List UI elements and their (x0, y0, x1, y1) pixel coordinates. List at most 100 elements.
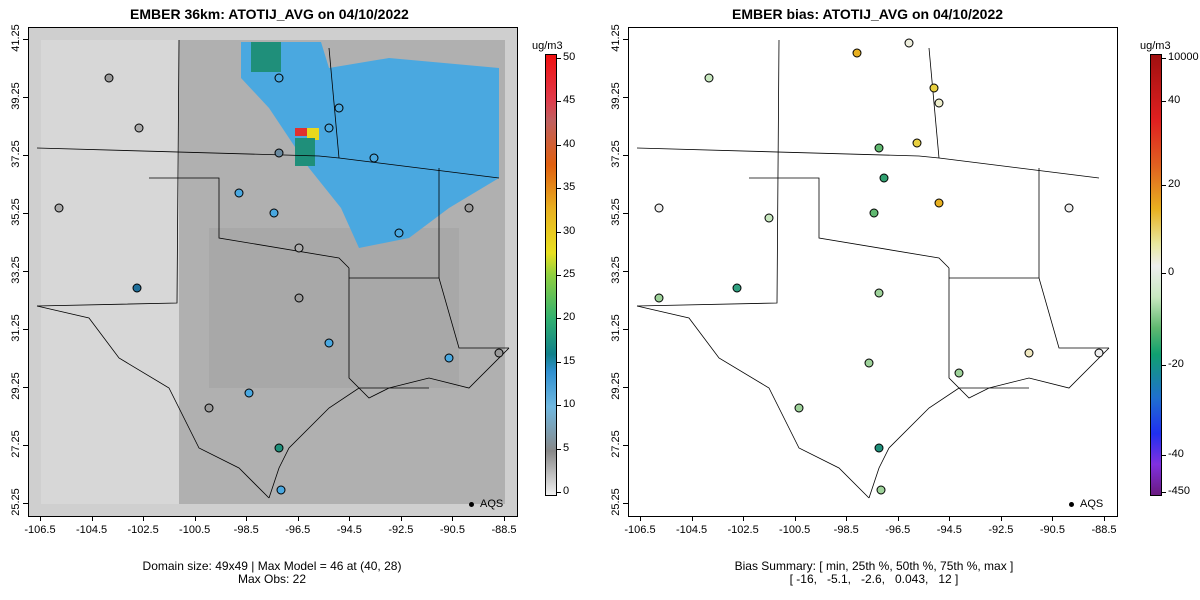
colorbar-tick-label: 45 (563, 94, 576, 107)
y-tick-mark (623, 503, 628, 504)
y-tick-label: 35.25 (10, 198, 22, 226)
colorbar-tick (557, 231, 561, 233)
colorbar-tick-label: 10000 (1168, 51, 1199, 63)
colorbar-tick-label: 30 (563, 224, 576, 237)
x-tick-label: -96.5 (885, 524, 911, 536)
y-tick-mark (623, 213, 628, 214)
left-map-plot: AQS (28, 27, 518, 517)
x-tick-label: -94.5 (336, 524, 362, 536)
x-tick-mark (297, 516, 299, 521)
colorbar-tick-label: 40 (563, 137, 576, 150)
right-colorbar-unit: ug/m3 (1140, 40, 1171, 52)
colorbar-tick-label: 25 (563, 268, 576, 280)
x-tick-label: -104.5 (75, 524, 108, 536)
x-tick-mark (794, 516, 796, 521)
y-tick-mark (23, 329, 28, 330)
x-tick-label: -90.5 (439, 524, 465, 536)
colorbar-tick-label: 10 (563, 398, 576, 411)
y-tick-mark (23, 155, 28, 156)
y-tick-label: 31.25 (10, 314, 22, 342)
model-plume (241, 42, 499, 248)
aqs-marker-icon (1069, 501, 1074, 507)
colorbar-tick-label: 40 (1168, 94, 1181, 106)
x-tick-mark (349, 516, 351, 521)
x-tick-label: -92.5 (988, 524, 1014, 536)
colorbar-tick-label: -40 (1168, 448, 1184, 460)
right-colorbar (1150, 54, 1162, 496)
y-tick-mark (623, 155, 628, 156)
y-tick-label: 29.25 (610, 372, 622, 400)
x-tick-label: -94.5 (936, 524, 962, 536)
x-tick-mark (1104, 516, 1105, 521)
x-tick-label: -104.5 (675, 524, 708, 536)
y-tick-label: 25.25 (10, 488, 22, 516)
y-tick-label: 33.25 (10, 256, 22, 284)
model-hotspot-red (295, 128, 309, 136)
colorbar-tick-label: 15 (563, 354, 576, 367)
colorbar-tick-label: 0 (563, 485, 570, 497)
y-tick-mark (23, 39, 28, 40)
colorbar-tick-label: 5 (563, 441, 570, 454)
colorbar-tick (557, 144, 561, 146)
right-title: EMBER bias: ATOTIJ_AVG on 04/10/2022 (732, 6, 1004, 22)
model-field-central (209, 228, 459, 388)
y-tick-label: 39.25 (610, 82, 622, 110)
right-legend-label: AQS (1080, 498, 1104, 510)
y-tick-label: 37.25 (610, 140, 622, 168)
model-hotspot-green (295, 138, 315, 166)
right-legend: AQS (1069, 498, 1103, 510)
x-tick-mark (1052, 516, 1054, 521)
y-tick-mark (623, 387, 628, 388)
y-tick-mark (623, 445, 628, 446)
left-caption: Domain size: 49x49 | Max Model = 46 at (… (142, 559, 402, 586)
x-tick-mark (400, 516, 402, 521)
colorbar-tick (1162, 365, 1166, 366)
colorbar-tick-label: 35 (563, 181, 576, 194)
y-tick-label: 27.25 (10, 430, 22, 458)
state-borders-right (636, 39, 1110, 499)
y-tick-label: 35.25 (610, 198, 622, 226)
obs-points-left (54, 73, 504, 495)
colorbar-tick (557, 101, 561, 103)
y-tick-mark (623, 329, 628, 330)
colorbar-tick-label: 50 (563, 51, 576, 63)
y-tick-mark (23, 271, 28, 272)
x-tick-mark (743, 516, 745, 521)
y-tick-mark (23, 213, 28, 214)
y-tick-mark (623, 271, 628, 272)
x-tick-mark (846, 516, 848, 521)
right-caption: Bias Summary: [ min, 25th %, 50th %, 75t… (734, 559, 1014, 586)
x-tick-mark (504, 516, 505, 521)
y-tick-mark (23, 503, 28, 504)
left-title: EMBER 36km: ATOTIJ_AVG on 04/10/2022 (130, 6, 409, 22)
y-tick-label: 31.25 (610, 314, 622, 342)
colorbar-tick-label: -20 (1168, 358, 1184, 370)
y-tick-label: 39.25 (10, 82, 22, 110)
right-map-plot: AQS (628, 27, 1118, 517)
colorbar-tick (557, 492, 561, 493)
y-tick-label: 29.25 (10, 372, 22, 400)
x-tick-mark (640, 516, 641, 521)
model-hotspot-yellow (307, 128, 319, 140)
x-tick-label: -98.5 (233, 524, 259, 536)
colorbar-tick-label: -450 (1168, 485, 1191, 497)
colorbar-tick (1162, 58, 1166, 59)
y-tick-label: 33.25 (610, 256, 622, 284)
colorbar-tick (1162, 185, 1166, 186)
x-tick-mark (194, 516, 196, 521)
colorbar-tick-label: 20 (1168, 178, 1181, 190)
colorbar-tick (557, 275, 561, 276)
x-tick-mark (897, 516, 899, 521)
left-colorbar-unit: ug/m3 (532, 40, 563, 52)
x-tick-label: -88.5 (1091, 524, 1117, 536)
model-field-west (41, 40, 181, 504)
colorbar-tick (1162, 273, 1166, 274)
y-tick-label: 27.25 (610, 430, 622, 458)
x-tick-mark (452, 516, 454, 521)
colorbar-tick (1162, 455, 1166, 456)
x-tick-label: -106.5 (624, 524, 656, 536)
left-legend-label: AQS (480, 498, 504, 510)
x-tick-mark (1000, 516, 1002, 521)
left-map-canvas (36, 39, 510, 504)
x-tick-label: -100.5 (179, 524, 211, 536)
